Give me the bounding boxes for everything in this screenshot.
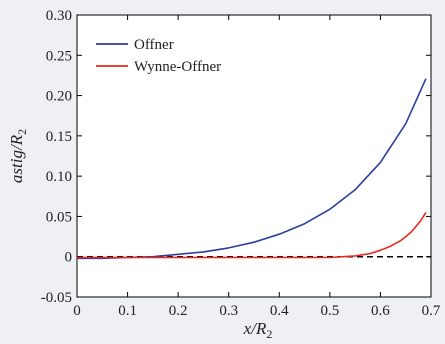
ticks: 0 0.1 0.2 0.3 0.4 0.5 0.6 0.7-0.0500.050.100.15… xyxy=(41,8,441,319)
x-tick-label: 0 xyxy=(73,303,81,319)
series-line-wynne-offner xyxy=(77,211,427,259)
y-axis-label: astig/R2 xyxy=(7,129,29,183)
plot-area xyxy=(76,14,432,298)
legend-label-wynne-offner: Wynne-Offner xyxy=(134,59,221,75)
y-tick-label: 0 xyxy=(65,250,73,266)
x-tick-label: 0.4 xyxy=(270,303,289,319)
x-tick-label: 0.6 xyxy=(371,303,390,319)
y-tick-label: 0.30 xyxy=(46,8,72,24)
y-tick-label: 0.15 xyxy=(46,129,72,145)
x-axis-label: x/R2 xyxy=(243,319,273,341)
x-tick-label: 0.1 xyxy=(118,303,137,319)
y-tick-label: -0.05 xyxy=(41,290,72,306)
series-layer xyxy=(77,78,427,260)
x-tick-label: 0.7 xyxy=(422,303,441,319)
legend-label-offner: Offner xyxy=(134,37,174,53)
y-tick-label: 0.20 xyxy=(46,89,72,105)
y-tick-label: 0.10 xyxy=(46,169,72,185)
legend: Offner Wynne-Offner xyxy=(96,37,221,75)
y-tick-label: 0.05 xyxy=(46,209,72,225)
x-tick-label: 0.2 xyxy=(169,303,188,319)
x-tick-label: 0.5 xyxy=(320,303,339,319)
x-tick-label: 0.3 xyxy=(219,303,238,319)
y-tick-label: 0.25 xyxy=(46,48,72,64)
